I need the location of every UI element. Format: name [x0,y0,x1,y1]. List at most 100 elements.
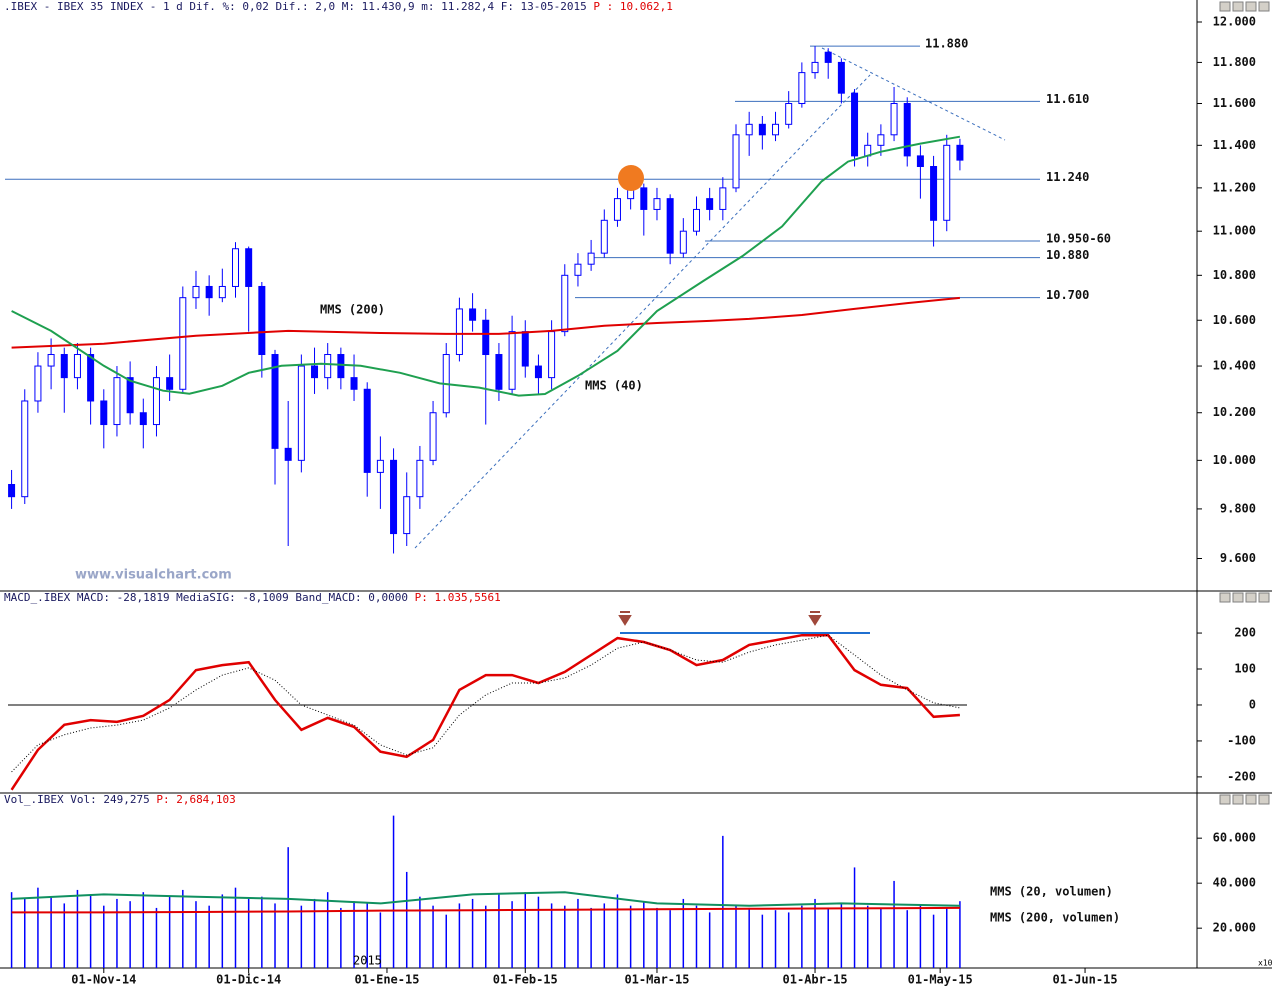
candle-body [706,198,714,210]
candle-body [653,198,661,210]
window-button[interactable] [1245,794,1257,805]
candle-body [311,365,319,379]
x-tick-label: 01-Nov-14 [71,973,136,987]
plot-area: 12.000 11.800 11.600 11.400 11.200 11.000 10.8… [5,1,1272,987]
candle-body [745,123,753,136]
y-tick-label: 40.000 [1213,876,1256,890]
candle-body [534,365,542,379]
candle-body [495,354,503,390]
y-tick-label: 20.000 [1213,921,1256,935]
candle-body [455,308,463,356]
arrow-marker [808,611,822,626]
candle-body [640,187,648,210]
window-button[interactable] [1219,592,1231,603]
candle-body [284,447,292,461]
window-button[interactable] [1258,592,1270,603]
arrow-marker [618,611,632,626]
candle-body [34,365,42,402]
candle-body [245,248,253,287]
candle-body [350,377,358,390]
candle-body [192,285,200,299]
candle-body [231,248,239,287]
moving-average [11,296,960,349]
y-tick-label: 9.600 [1220,551,1256,565]
candle-body [258,285,266,356]
y-tick-label: -200 [1227,769,1256,783]
window-button[interactable] [1219,1,1231,12]
header-p: P: 1.035,5561 [415,591,501,604]
macd-line [10,633,960,791]
candle-body [469,308,477,321]
moving-average [11,906,960,914]
y-tick-label: 11.400 [1213,138,1256,152]
window-button[interactable] [1258,1,1270,12]
candle-body [390,459,398,535]
y-tick-label: 11.200 [1213,180,1256,194]
window-button[interactable] [1232,592,1244,603]
candle-body [87,354,95,402]
watermark: www.visualchart.com [75,568,232,583]
window-button[interactable] [1245,1,1257,12]
candle-body [548,331,556,379]
window-button[interactable] [1232,794,1244,805]
candle-body [403,496,411,535]
window-button[interactable] [1245,592,1257,603]
y-tick-label: 200 [1234,626,1256,640]
line-label: MMS (200) [320,303,385,317]
candle-body [376,459,384,473]
level-label: 10.880 [1046,248,1089,262]
candle-body [508,331,516,390]
candle-body [47,354,55,367]
candle-body [60,354,68,379]
candle-body [785,103,793,125]
candle-body [100,400,108,426]
panel-header: MACD_.IBEX MACD: -28,1819 MediaSIG: -8,1… [4,591,501,604]
candle-body [179,297,187,390]
y-tick-label: 10.400 [1213,359,1256,373]
window-button[interactable] [1219,794,1231,805]
panel-header: Vol_.IBEX Vol: 249,275 P: 2,684,103 [4,793,236,806]
candle-body [152,377,160,426]
candle-body [271,354,279,449]
annotation: 2015 [353,954,382,968]
candle-body [903,103,911,157]
scale-note: x10 [1258,959,1272,968]
candle-body [666,198,674,254]
moving-average [11,891,960,907]
level-label: 11.880 [925,37,968,51]
x-tick-label: 01-Abr-15 [783,973,848,987]
y-tick-label: 9.800 [1220,501,1256,515]
window-button[interactable] [1232,1,1244,12]
panel-header: .IBEX - IBEX 35 INDEX - 1 d Dif. %: 0,02… [4,0,673,13]
candle-body [679,230,687,254]
candle-body [772,123,780,136]
x-tick-label: 01-Mar-15 [624,973,689,987]
candle-body [811,61,819,74]
candle-body [719,187,727,210]
candle-body [956,144,964,161]
candle-body [877,134,885,146]
y-tick-label: 11.800 [1213,55,1256,69]
candle-body [218,285,226,299]
level-label: 10.700 [1046,288,1089,302]
y-tick-label: -100 [1227,733,1256,747]
candle-body [613,198,621,221]
candle-body [692,208,700,232]
candle-body [21,400,29,498]
y-tick-label: 60.000 [1213,831,1256,845]
moving-average [11,135,961,397]
line-label: MMS (200, volumen) [990,911,1120,925]
y-tick-label: 10.200 [1213,405,1256,419]
level-label: 10.950-60 [1046,232,1111,246]
candle-body [943,144,951,221]
candle-body [851,92,859,157]
y-tick-label: 11.000 [1213,224,1256,238]
x-tick-label: 01-May-15 [908,973,973,987]
window-button[interactable] [1258,794,1270,805]
header-text: MACD_.IBEX MACD: -28,1819 MediaSIG: -8,1… [4,591,408,604]
trend-line [821,47,1006,141]
candle-body [758,123,766,136]
